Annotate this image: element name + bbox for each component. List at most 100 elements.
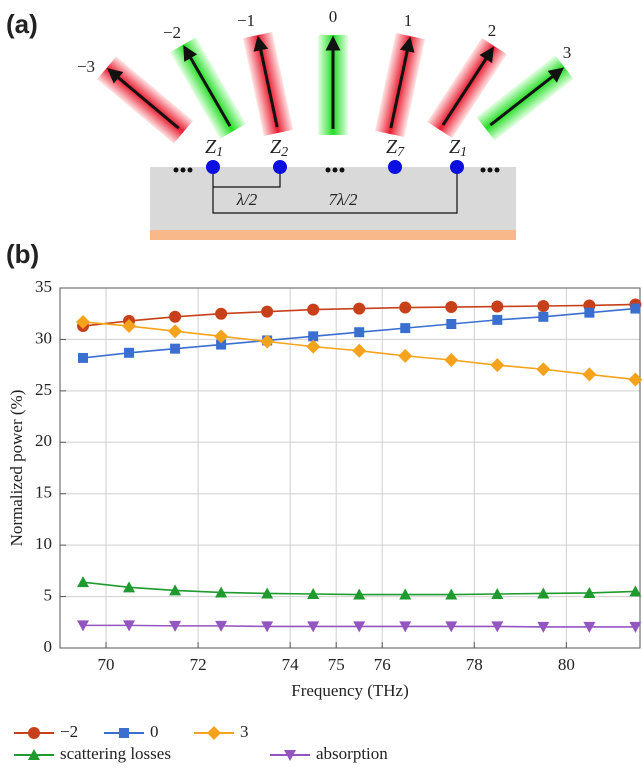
y-tick-label: 25 bbox=[35, 380, 52, 399]
impedance-label: Z1 bbox=[205, 136, 223, 161]
marker bbox=[124, 347, 135, 358]
order-label: 2 bbox=[488, 21, 497, 40]
y-tick-label: 10 bbox=[35, 534, 52, 553]
marker bbox=[399, 301, 412, 314]
rod bbox=[476, 55, 574, 141]
marker bbox=[307, 588, 320, 599]
y-tick-label: 0 bbox=[44, 637, 53, 656]
marker bbox=[78, 352, 89, 363]
y-tick-label: 20 bbox=[35, 431, 52, 450]
rod bbox=[170, 37, 246, 139]
marker bbox=[168, 324, 183, 339]
marker bbox=[122, 319, 137, 334]
plot: 0 5 10 15 20 25 30 35 70 72 74 75 76 78 80 bbox=[35, 277, 642, 674]
impedance-label: Z1 bbox=[449, 136, 467, 161]
ground-plane bbox=[150, 230, 516, 240]
marker bbox=[353, 302, 366, 315]
panel-label: (a) bbox=[6, 9, 38, 39]
order-label: 0 bbox=[329, 7, 338, 26]
spacing-label: 7λ/2 bbox=[328, 190, 358, 209]
marker bbox=[308, 331, 319, 342]
marker bbox=[399, 621, 412, 633]
marker bbox=[537, 621, 550, 633]
marker bbox=[119, 728, 129, 738]
marker bbox=[491, 588, 504, 599]
x-tick-label: 72 bbox=[190, 655, 207, 674]
marker bbox=[584, 307, 595, 318]
y-tick-label: 5 bbox=[44, 585, 53, 604]
marker bbox=[28, 727, 40, 739]
marker bbox=[261, 305, 274, 318]
marker bbox=[214, 329, 229, 344]
marker bbox=[445, 621, 458, 633]
marker bbox=[123, 581, 136, 593]
marker bbox=[284, 750, 296, 761]
marker bbox=[215, 307, 228, 320]
rod bbox=[427, 37, 507, 139]
marker bbox=[445, 588, 458, 600]
marker bbox=[261, 621, 274, 633]
marker bbox=[169, 310, 182, 323]
marker bbox=[583, 586, 596, 598]
marker bbox=[537, 300, 550, 312]
ellipsis bbox=[173, 167, 500, 173]
marker bbox=[76, 314, 91, 329]
order-label: −3 bbox=[77, 57, 95, 76]
y-axis-label: Normalized power (%) bbox=[7, 390, 26, 547]
y-tick-label: 35 bbox=[35, 277, 52, 296]
order-label: −1 bbox=[237, 11, 255, 30]
marker bbox=[353, 588, 366, 600]
marker bbox=[628, 372, 642, 387]
marker bbox=[583, 621, 596, 633]
marker bbox=[629, 621, 642, 633]
legend-label: −2 bbox=[60, 722, 78, 741]
legend-label: 3 bbox=[240, 722, 249, 741]
order-label: −2 bbox=[163, 23, 181, 42]
impedance-label: Z2 bbox=[270, 136, 288, 161]
marker bbox=[444, 353, 459, 367]
marker bbox=[216, 339, 227, 350]
marker bbox=[169, 584, 182, 596]
marker bbox=[490, 358, 505, 373]
x-tick-label: 76 bbox=[374, 655, 391, 674]
marker bbox=[354, 327, 365, 338]
marker bbox=[629, 585, 642, 597]
marker bbox=[491, 621, 504, 633]
marker bbox=[399, 588, 412, 600]
marker bbox=[446, 319, 457, 329]
legend-label: 0 bbox=[150, 722, 159, 741]
marker bbox=[260, 334, 275, 349]
order-label: 3 bbox=[563, 43, 572, 62]
rod bbox=[318, 35, 348, 135]
marker bbox=[582, 367, 597, 382]
legend-label: scattering losses bbox=[60, 744, 171, 763]
substrate bbox=[150, 167, 516, 230]
marker bbox=[306, 339, 321, 354]
y-tick-label: 30 bbox=[35, 328, 52, 347]
meta-atom bbox=[206, 160, 464, 174]
marker bbox=[352, 343, 367, 358]
marker bbox=[261, 587, 274, 599]
marker bbox=[398, 348, 413, 363]
marker bbox=[207, 726, 221, 740]
marker bbox=[28, 749, 40, 760]
x-tick-label: 75 bbox=[328, 655, 345, 674]
x-axis-label: Frequency (THz) bbox=[291, 681, 409, 700]
spacing-label: λ/2 bbox=[236, 190, 258, 209]
marker bbox=[538, 311, 549, 322]
marker bbox=[215, 620, 228, 632]
rod bbox=[242, 31, 294, 137]
marker bbox=[492, 314, 503, 325]
marker bbox=[307, 303, 320, 316]
y-tick-label: 15 bbox=[35, 483, 52, 502]
marker bbox=[169, 620, 182, 632]
plot-frame bbox=[59, 287, 641, 649]
marker bbox=[215, 586, 228, 598]
x-tick-label: 80 bbox=[558, 655, 575, 674]
x-tick-label: 70 bbox=[98, 655, 115, 674]
marker bbox=[123, 620, 136, 632]
rod bbox=[374, 32, 426, 138]
marker bbox=[77, 576, 90, 588]
order-label: 1 bbox=[404, 11, 413, 30]
